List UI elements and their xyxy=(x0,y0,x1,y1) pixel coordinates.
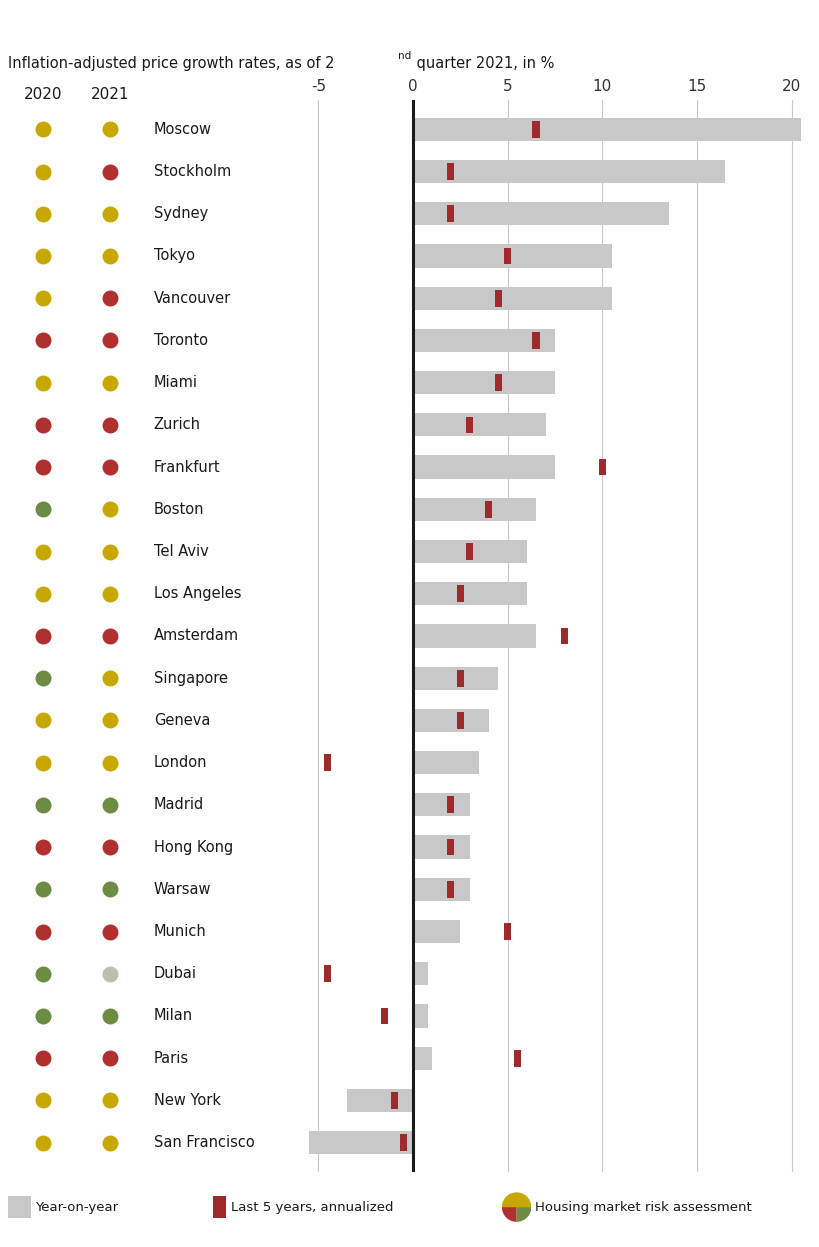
Bar xyxy=(413,117,800,141)
Bar xyxy=(413,920,459,943)
Bar xyxy=(413,963,428,985)
Bar xyxy=(390,1092,397,1109)
Text: Madrid: Madrid xyxy=(153,797,204,812)
Bar xyxy=(456,712,464,728)
Wedge shape xyxy=(501,1207,516,1222)
Bar xyxy=(513,1050,520,1066)
Text: 2020: 2020 xyxy=(25,87,63,102)
Bar xyxy=(413,1004,428,1028)
Bar xyxy=(324,965,331,983)
Text: New York: New York xyxy=(153,1092,220,1107)
Bar xyxy=(504,248,511,264)
Bar xyxy=(446,163,454,180)
Bar xyxy=(446,839,454,855)
Bar xyxy=(413,751,478,774)
Bar xyxy=(413,455,554,479)
Bar xyxy=(446,880,454,898)
Bar xyxy=(381,1008,387,1024)
Text: Year-on-year: Year-on-year xyxy=(35,1201,118,1213)
Bar xyxy=(413,372,554,394)
Bar xyxy=(413,667,498,690)
Bar xyxy=(456,585,464,602)
Text: Miami: Miami xyxy=(153,375,197,390)
Bar xyxy=(413,878,469,900)
Bar xyxy=(532,332,539,349)
Text: quarter 2021, in %: quarter 2021, in % xyxy=(411,56,554,71)
Bar xyxy=(494,374,501,392)
Bar xyxy=(413,287,611,309)
Text: Toronto: Toronto xyxy=(153,333,207,348)
Text: Boston: Boston xyxy=(153,501,204,516)
Bar xyxy=(413,793,469,817)
Bar xyxy=(309,1131,413,1155)
Bar xyxy=(598,459,605,475)
Bar xyxy=(466,416,473,433)
Text: Paris: Paris xyxy=(153,1051,188,1066)
Bar xyxy=(504,923,511,940)
Text: Vancouver: Vancouver xyxy=(153,291,231,306)
Bar xyxy=(413,1046,432,1070)
Text: Sydney: Sydney xyxy=(153,206,208,221)
Bar xyxy=(413,540,526,564)
Text: Last 5 years, annualized: Last 5 years, annualized xyxy=(231,1201,393,1213)
Text: Stockholm: Stockholm xyxy=(153,165,231,180)
Text: Frankfurt: Frankfurt xyxy=(153,460,220,475)
Bar xyxy=(413,625,536,647)
Bar xyxy=(413,202,667,226)
Text: Munich: Munich xyxy=(153,924,206,939)
Text: Los Angeles: Los Angeles xyxy=(153,586,241,601)
Text: London: London xyxy=(153,756,207,771)
Text: Inflation-adjusted price growth rates, as of 2: Inflation-adjusted price growth rates, a… xyxy=(8,56,334,71)
Bar xyxy=(466,544,473,560)
Text: Warsaw: Warsaw xyxy=(153,882,211,897)
Bar xyxy=(532,121,539,137)
Text: Tokyo: Tokyo xyxy=(153,248,194,263)
Text: Moscow: Moscow xyxy=(153,122,211,137)
Bar xyxy=(413,244,611,268)
Bar xyxy=(413,413,545,436)
Bar xyxy=(494,289,501,307)
Text: Hong Kong: Hong Kong xyxy=(153,839,233,854)
Bar xyxy=(413,708,488,732)
Text: nd: nd xyxy=(397,51,410,61)
Bar xyxy=(400,1135,407,1151)
Text: Zurich: Zurich xyxy=(153,418,201,433)
Bar xyxy=(346,1089,413,1112)
Text: Geneva: Geneva xyxy=(153,713,210,728)
Text: Milan: Milan xyxy=(153,1009,192,1024)
Text: Housing market risk assessment: Housing market risk assessment xyxy=(534,1201,750,1213)
Wedge shape xyxy=(516,1207,531,1222)
Text: Singapore: Singapore xyxy=(153,671,228,686)
Text: 2021: 2021 xyxy=(91,87,129,102)
Bar xyxy=(560,627,568,645)
Text: Amsterdam: Amsterdam xyxy=(153,628,238,643)
Bar xyxy=(446,206,454,222)
Text: Dubai: Dubai xyxy=(153,966,197,981)
Bar xyxy=(485,501,491,518)
Bar xyxy=(413,835,469,859)
Bar xyxy=(413,160,725,183)
Bar xyxy=(456,670,464,687)
Wedge shape xyxy=(501,1192,531,1207)
Bar xyxy=(413,329,554,352)
Bar xyxy=(413,582,526,605)
Bar xyxy=(324,754,331,771)
Text: San Francisco: San Francisco xyxy=(153,1135,254,1150)
Bar xyxy=(413,498,536,521)
Text: Tel Aviv: Tel Aviv xyxy=(153,544,208,559)
Bar xyxy=(446,797,454,813)
